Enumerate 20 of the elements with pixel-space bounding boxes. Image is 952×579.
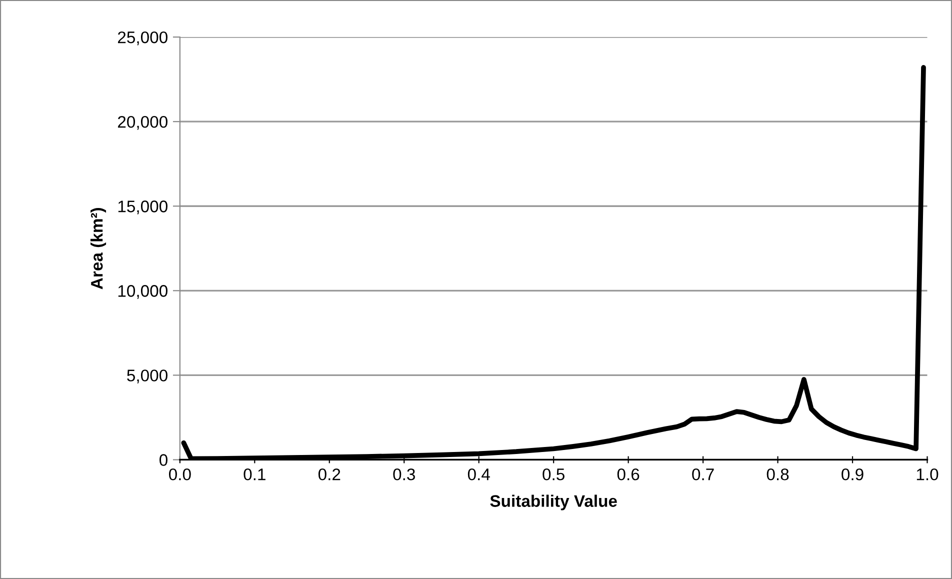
- y-tick-label: 25,000: [118, 31, 168, 46]
- x-tick-label: 0.0: [168, 468, 191, 480]
- x-tick-label: 0.1: [244, 468, 266, 480]
- x-tick-label: 0.5: [542, 468, 564, 480]
- y-tick-label: 5,000: [127, 370, 168, 384]
- x-tick-label: 0.2: [318, 468, 340, 480]
- x-tick-label: 0.6: [617, 468, 640, 480]
- x-tick-label: 0.3: [393, 468, 415, 480]
- x-tick-label: 0.9: [842, 468, 864, 480]
- x-tick-label: 1.0: [916, 468, 938, 480]
- y-tick-label: 10,000: [118, 285, 168, 299]
- x-tick-label: 0.8: [766, 468, 789, 480]
- y-tick-label: 20,000: [118, 116, 168, 130]
- line-series: [181, 65, 926, 460]
- x-tick-label: 0.7: [692, 468, 714, 480]
- y-tick-label: 15,000: [118, 200, 168, 214]
- x-tick-label: 0.4: [468, 468, 490, 480]
- y-tick-label: 0: [160, 454, 168, 466]
- y-axis-title: Area (km²): [90, 208, 106, 290]
- x-axis-title: Suitability Value: [490, 494, 617, 510]
